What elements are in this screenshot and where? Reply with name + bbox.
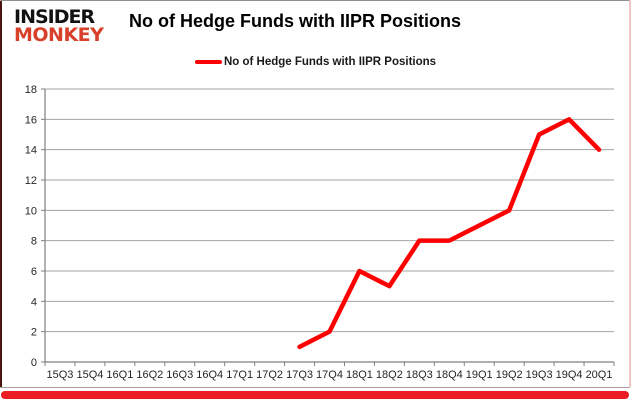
legend-label: No of Hedge Funds with IIPR Positions (223, 56, 437, 68)
x-tick-label: 16Q2 (136, 369, 163, 381)
logo-insider-text: INSIDER (14, 6, 95, 28)
x-tick-label: 19Q1 (466, 369, 493, 381)
legend: No of Hedge Funds with IIPR Positions (2, 56, 629, 68)
y-tick-label: 10 (25, 205, 37, 217)
chart-title: No of Hedge Funds with IIPR Positions (129, 11, 461, 31)
insider-monkey-logo: INSIDER MONKEY (14, 6, 104, 47)
x-tick-label: 17Q2 (256, 369, 283, 381)
y-tick-label: 12 (25, 175, 37, 187)
logo-monkey-text: MONKEY (14, 24, 104, 47)
x-tick-label: 17Q4 (316, 369, 343, 381)
y-tick-label: 4 (31, 296, 37, 308)
x-tick-label: 17Q3 (286, 369, 313, 381)
chart-card: INSIDER MONKEY No of Hedge Funds with II… (0, 0, 631, 388)
x-tick-label: 15Q3 (47, 369, 74, 381)
x-tick-label: 18Q4 (436, 369, 463, 381)
gridlines (45, 88, 614, 333)
y-tick-label: 16 (25, 114, 37, 126)
legend-line-marker (194, 60, 222, 64)
x-tick-label: 18Q3 (406, 369, 433, 381)
x-tick-label: 17Q1 (226, 369, 253, 381)
y-tick-label: 6 (31, 266, 37, 278)
x-tick-label: 18Q2 (376, 369, 403, 381)
x-tick-label: 16Q3 (166, 369, 193, 381)
series-line (297, 117, 602, 350)
x-tick-label: 16Q1 (106, 369, 133, 381)
x-tick-label: 19Q2 (496, 369, 523, 381)
y-tick-label: 2 (31, 327, 37, 339)
x-tick-label: 19Q4 (556, 369, 583, 381)
x-tick-label: 16Q4 (196, 369, 223, 381)
x-tick-label: 20Q1 (586, 369, 613, 381)
x-tick-label: 19Q3 (526, 369, 553, 381)
y-tick-label: 14 (25, 145, 37, 157)
x-tick-label: 18Q1 (346, 369, 373, 381)
axes (41, 88, 615, 366)
y-tick-label: 0 (31, 357, 37, 369)
x-tick-label: 15Q4 (76, 369, 103, 381)
y-tick-label: 8 (31, 236, 37, 248)
y-tick-label: 18 (25, 84, 37, 96)
bottom-red-bar (1, 391, 629, 399)
